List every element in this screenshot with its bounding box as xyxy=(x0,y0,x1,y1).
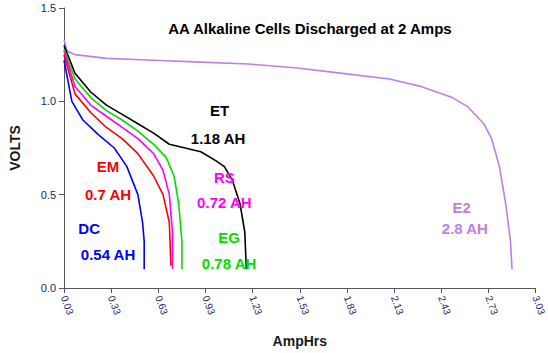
svg-text:0.93: 0.93 xyxy=(200,294,217,316)
svg-text:2.43: 2.43 xyxy=(436,294,453,316)
svg-text:0.5: 0.5 xyxy=(41,189,56,201)
svg-text:3.03: 3.03 xyxy=(530,294,547,316)
svg-text:E2: E2 xyxy=(453,199,471,216)
svg-text:1.0: 1.0 xyxy=(41,95,56,107)
svg-text:EM: EM xyxy=(97,158,120,175)
svg-text:2.73: 2.73 xyxy=(483,294,500,316)
svg-text:DC: DC xyxy=(78,220,100,237)
svg-text:0.33: 0.33 xyxy=(106,294,123,316)
svg-text:0.63: 0.63 xyxy=(153,294,170,316)
svg-text:0.7 AH: 0.7 AH xyxy=(85,186,131,203)
svg-text:AA Alkaline Cells Discharged a: AA Alkaline Cells Discharged at 2 Amps xyxy=(168,20,451,37)
svg-text:VOLTS: VOLTS xyxy=(7,125,23,171)
svg-text:0.78 AH: 0.78 AH xyxy=(202,255,256,272)
svg-text:0.72 AH: 0.72 AH xyxy=(197,194,251,211)
svg-text:EG: EG xyxy=(218,229,240,246)
svg-text:1.53: 1.53 xyxy=(295,294,312,316)
svg-text:1.5: 1.5 xyxy=(41,2,56,14)
svg-text:1.23: 1.23 xyxy=(247,294,264,316)
svg-text:1.18 AH: 1.18 AH xyxy=(191,130,245,147)
svg-text:AmpHrs: AmpHrs xyxy=(273,333,328,349)
svg-text:2.13: 2.13 xyxy=(389,294,406,316)
svg-text:0.03: 0.03 xyxy=(59,294,76,316)
svg-text:0.0: 0.0 xyxy=(41,282,56,294)
svg-text:0.54 AH: 0.54 AH xyxy=(81,246,135,263)
svg-text:ET: ET xyxy=(210,102,229,119)
svg-text:RS: RS xyxy=(214,169,235,186)
svg-text:1.83: 1.83 xyxy=(342,294,359,316)
svg-text:2.8 AH: 2.8 AH xyxy=(442,220,488,237)
